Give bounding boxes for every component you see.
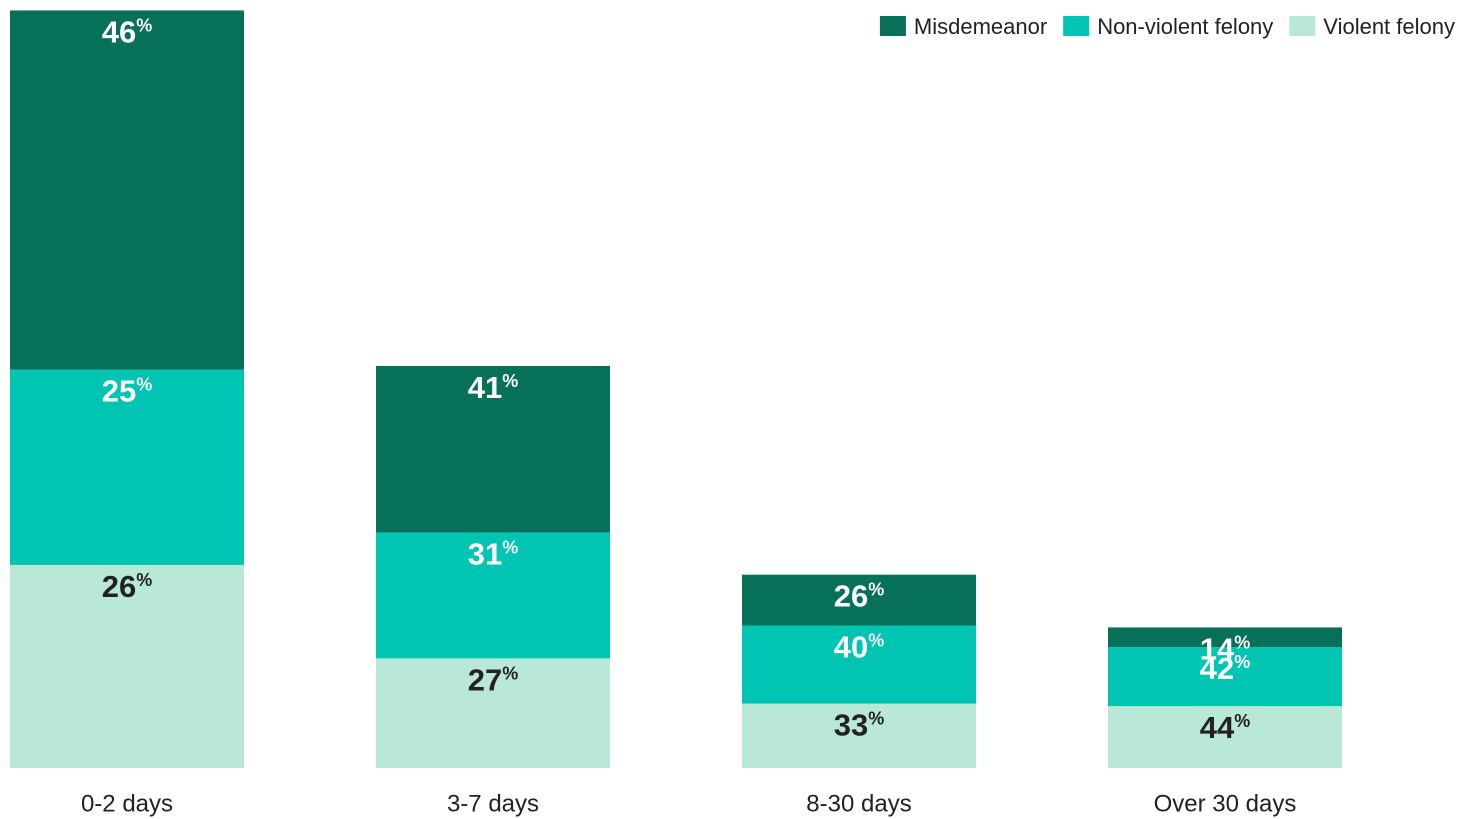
data-label-unit: % (136, 15, 152, 35)
data-label: 31% (468, 537, 519, 572)
x-tick-label: 0-2 days (81, 790, 173, 817)
data-label-unit: % (502, 371, 518, 391)
bar-segment (1108, 627, 1342, 648)
data-label-unit: % (1234, 632, 1250, 652)
data-label: 27% (468, 663, 519, 698)
data-label: 26% (834, 579, 885, 614)
bar-segment (10, 10, 244, 370)
bar-segment (10, 369, 244, 565)
data-label: 46% (102, 15, 153, 50)
bar-segment (1108, 706, 1342, 768)
data-label-unit: % (136, 374, 152, 394)
data-label-value: 46 (102, 15, 136, 50)
legend-swatch (1063, 16, 1090, 36)
data-label-value: 42 (1200, 651, 1234, 686)
data-label-value: 33 (834, 708, 868, 743)
legend-swatch (1289, 16, 1316, 36)
data-label: 42% (1200, 651, 1251, 686)
data-label-value: 14 (1200, 632, 1235, 667)
data-label-value: 27 (468, 663, 502, 698)
data-label-value: 40 (834, 630, 868, 665)
data-label: 44% (1200, 710, 1251, 745)
bar-segment (742, 574, 976, 626)
data-label-value: 26 (102, 569, 136, 604)
x-tick-label: 8-30 days (806, 790, 911, 817)
bar-segment (10, 564, 244, 768)
legend-label: Violent felony (1323, 14, 1455, 39)
data-label-value: 44 (1200, 710, 1235, 745)
legend-label: Non-violent felony (1097, 14, 1273, 39)
bar-segment (742, 703, 976, 768)
x-tick-label: Over 30 days (1154, 790, 1297, 817)
data-label-value: 41 (468, 370, 502, 405)
data-label-unit: % (1234, 652, 1250, 672)
data-label: 25% (102, 374, 153, 409)
data-label-value: 31 (468, 537, 502, 572)
data-label: 14% (1200, 632, 1251, 667)
bar-segment (376, 532, 610, 659)
data-label-unit: % (868, 579, 884, 599)
bar-segment (376, 365, 610, 533)
x-tick-label: 3-7 days (447, 790, 539, 817)
data-label: 33% (834, 708, 885, 743)
data-label: 41% (468, 370, 519, 405)
data-label-unit: % (1234, 711, 1250, 731)
data-label-unit: % (868, 708, 884, 728)
data-label-unit: % (136, 570, 152, 590)
data-label-value: 26 (834, 579, 868, 614)
data-label-value: 25 (102, 374, 136, 409)
data-label-unit: % (868, 630, 884, 650)
legend-label: Misdemeanor (914, 14, 1047, 39)
data-label-unit: % (502, 663, 518, 683)
bar-segment (376, 658, 610, 768)
bar-segment (1108, 647, 1342, 707)
legend-swatch (879, 16, 906, 36)
bar-segment (742, 625, 976, 704)
data-label: 26% (102, 569, 153, 604)
data-label: 40% (834, 630, 885, 665)
data-label-unit: % (502, 537, 518, 557)
